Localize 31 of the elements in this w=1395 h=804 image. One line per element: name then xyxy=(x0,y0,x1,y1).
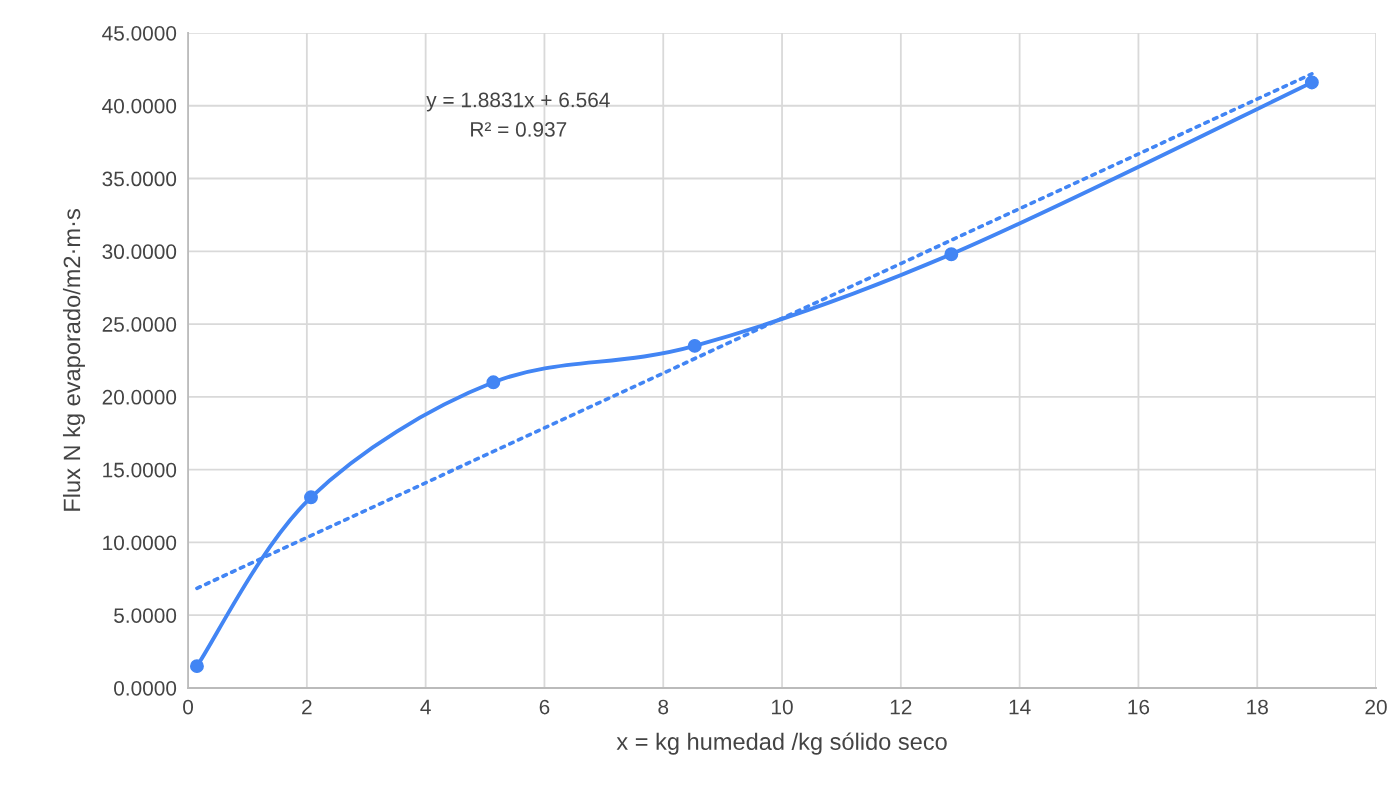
x-tick-label: 18 xyxy=(1247,699,1268,715)
y-tick-label: 15.0000 xyxy=(103,462,177,478)
x-tick-label: 12 xyxy=(890,699,912,715)
x-tick-label: 14 xyxy=(1009,699,1031,715)
y-tick-label: 35.0000 xyxy=(102,171,177,187)
point xyxy=(190,659,204,674)
y-axis-title: Flux N kg evaporado/m2·m·s xyxy=(62,209,85,511)
y-tick-label: 45.0000 xyxy=(102,25,177,41)
x-tick-label: 20 xyxy=(1365,699,1387,715)
y-tick-label: 5.0000 xyxy=(114,608,177,623)
y-tick-label: 0.0000 xyxy=(114,680,177,696)
x-tick-label: 0 xyxy=(183,699,194,715)
x-tick-label: 16 xyxy=(1128,699,1150,715)
y-tick-label: 25.0000 xyxy=(102,317,177,332)
x-tick-label: 6 xyxy=(539,699,550,715)
annotation: R² = 0.937 xyxy=(471,122,567,137)
y-tick-label: 30.0000 xyxy=(102,244,177,260)
annotation: y = 1.8831x + 6.564 xyxy=(426,92,610,112)
point xyxy=(1304,75,1319,90)
x-tick-label: 8 xyxy=(658,699,669,715)
x-tick-label: 10 xyxy=(772,699,793,715)
point xyxy=(486,375,501,390)
x-tick-label: 4 xyxy=(420,699,431,715)
x-axis-title: x = kg humedad /kg sólido seco xyxy=(616,732,947,755)
point xyxy=(304,490,318,505)
point xyxy=(944,247,959,262)
y-tick-label: 10.0000 xyxy=(103,535,177,551)
point xyxy=(687,338,702,353)
x-tick-label: 2 xyxy=(302,699,312,715)
y-tick-label: 20.0000 xyxy=(102,389,177,405)
y-tick-label: 40.0000 xyxy=(102,98,177,114)
